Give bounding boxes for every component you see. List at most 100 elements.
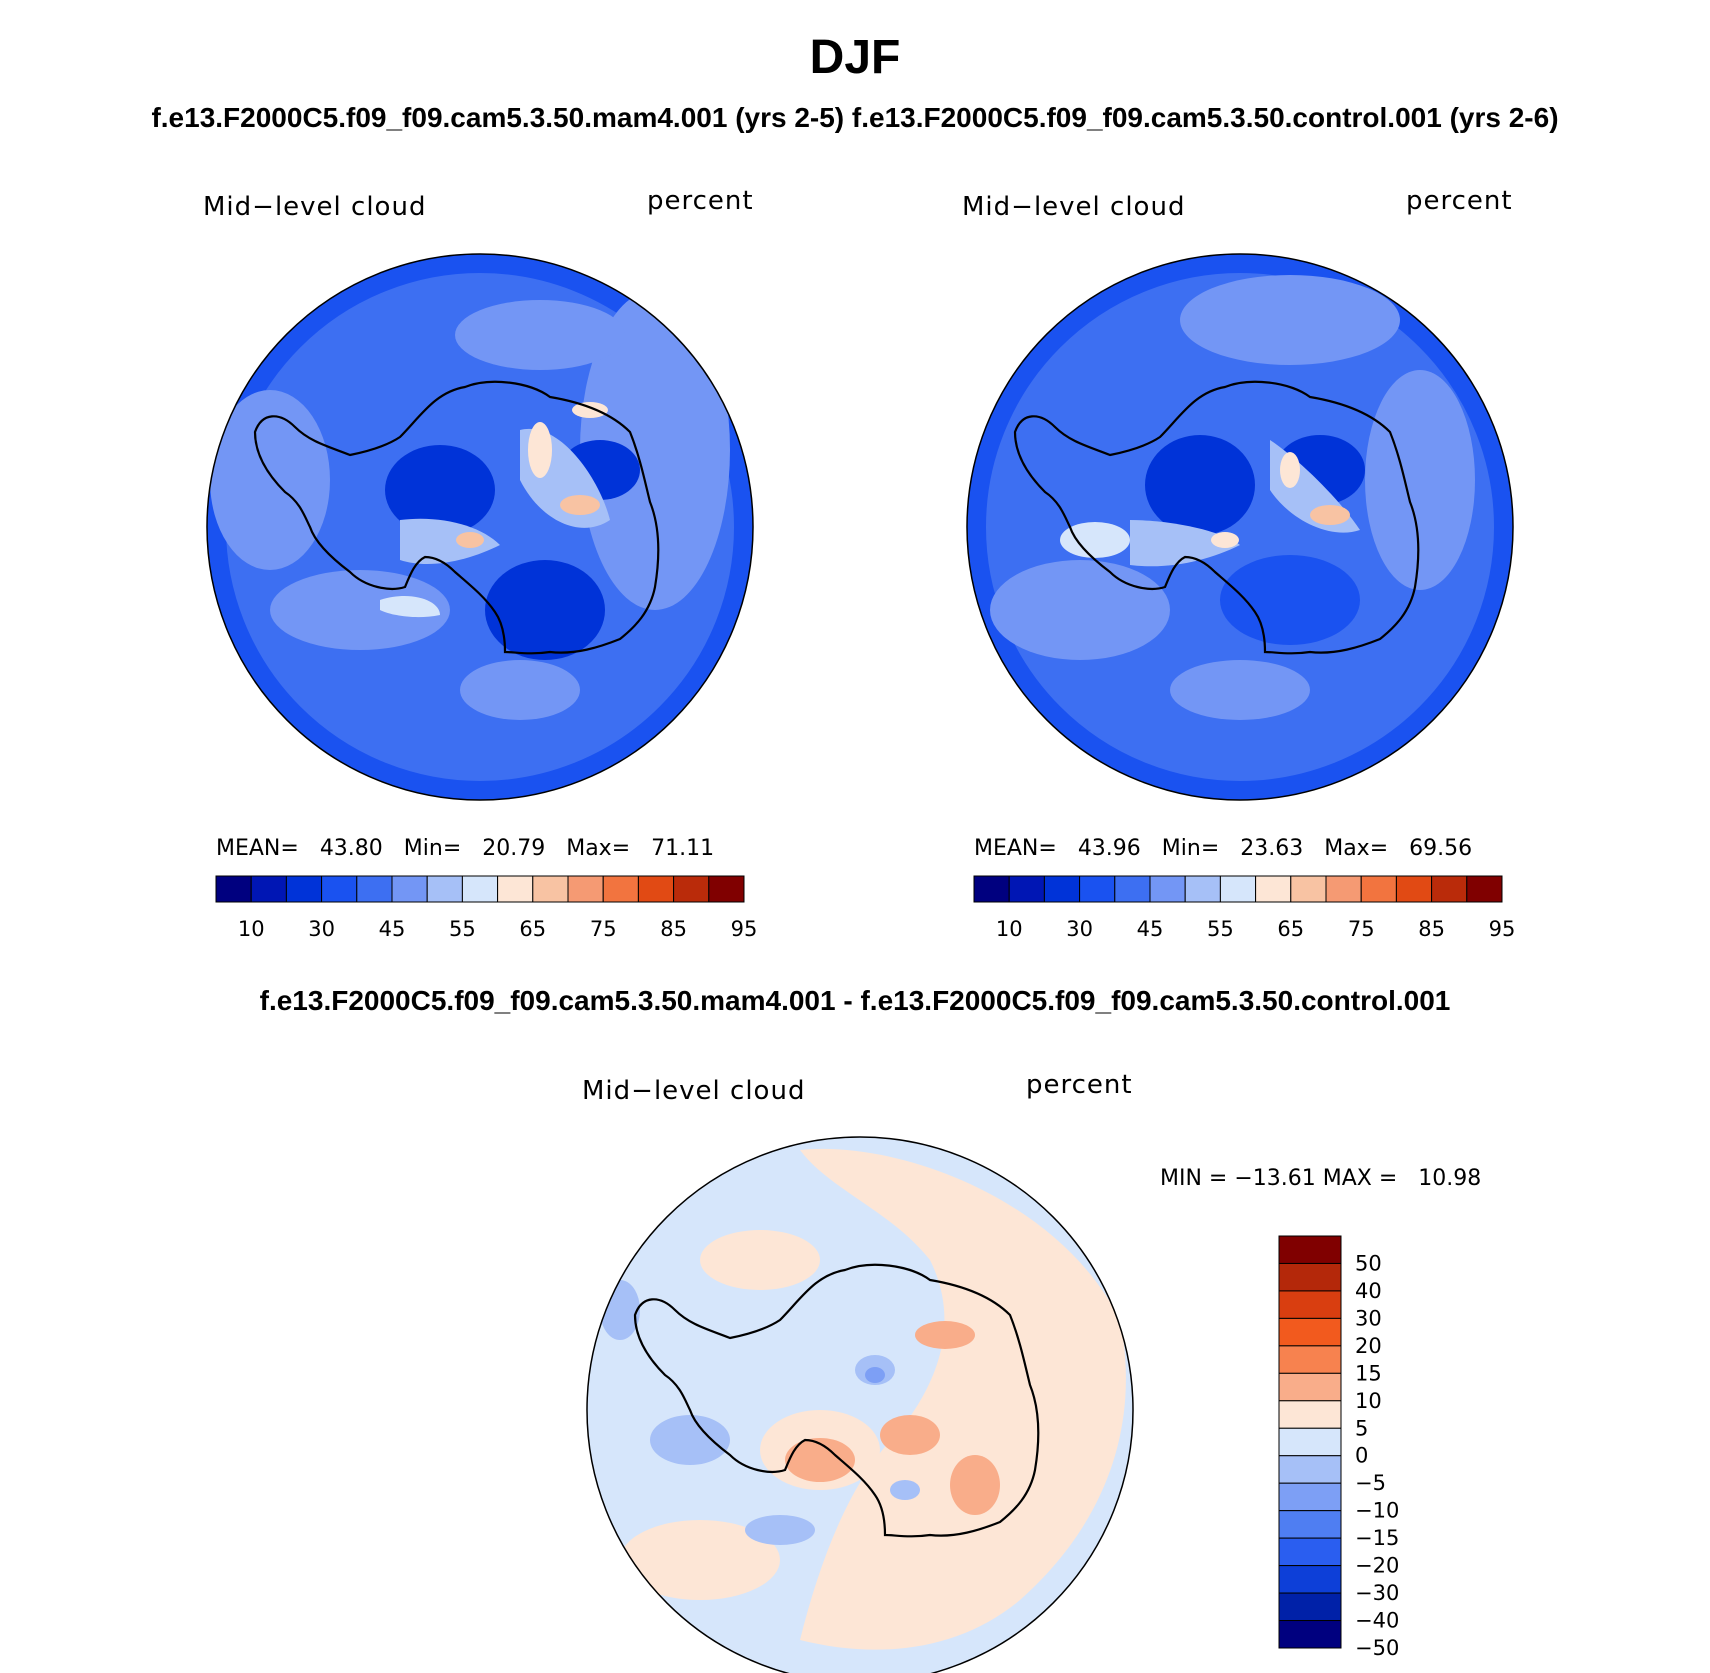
panel2-colorbar-box xyxy=(1149,875,1186,903)
panel2-max-3 xyxy=(1280,452,1300,488)
panel1-colorbar-box xyxy=(321,875,358,903)
panel1-sw-ocean-patch xyxy=(270,570,450,650)
panel1-colorbar-box xyxy=(637,875,675,903)
panel3-colorbar-tick-label: −50 xyxy=(1355,1636,1399,1660)
panel3-positive-max-1 xyxy=(785,1438,855,1482)
panel2-colorbar-box xyxy=(1079,875,1116,903)
panel1-variable-label: Mid−level cloud xyxy=(203,192,427,222)
panel3-colorbar-tick-label: −5 xyxy=(1355,1471,1386,1495)
panel2-peninsula-high xyxy=(1130,520,1240,567)
panel2-colorbar-tick-label: 65 xyxy=(1277,917,1304,941)
panel2-plateau-low-3 xyxy=(1220,555,1360,645)
panel2-north-ocean-band xyxy=(1180,275,1400,365)
panel2-colorbar-box xyxy=(1466,875,1503,903)
panel2-colorbar-box xyxy=(1290,875,1327,903)
panel1-colorbar-tick-label: 45 xyxy=(379,917,406,941)
figure-title: DJF xyxy=(809,31,901,84)
panel2-sw-ocean-band xyxy=(990,560,1170,660)
panel2-variable-label: Mid−level cloud xyxy=(962,192,1186,222)
panel1-colorbar: 10 30 45 55 65 75 85 95 xyxy=(215,875,758,941)
panel3-colorbar-tick-label: −20 xyxy=(1355,1554,1399,1578)
panel2-colorbar: 10 30 45 55 65 75 85 95 xyxy=(973,875,1516,941)
panel3-negative-4 xyxy=(890,1480,920,1500)
panel3-colorbar-tick-label: 30 xyxy=(1355,1306,1382,1330)
panel3-map xyxy=(587,1137,1133,1673)
panel1-units-label: percent xyxy=(647,186,754,216)
panel2-colorbar-tick-label: 85 xyxy=(1418,917,1445,941)
panel3-stats: MIN = −13.61 MAX = 10.98 xyxy=(1160,1166,1482,1191)
panel1-colorbar-tick-label: 75 xyxy=(590,917,617,941)
panel3-colorbar-box xyxy=(1278,1565,1342,1594)
panel1-north-ocean-patch xyxy=(455,300,625,370)
panel1-colorbar-box xyxy=(708,875,745,903)
panel2-colorbar-box xyxy=(1325,875,1362,903)
panel3-colorbar-tick-label: 20 xyxy=(1355,1334,1382,1358)
panel3-colorbar-tick-label: 5 xyxy=(1355,1416,1368,1440)
panel3-variable-label: Mid−level cloud xyxy=(582,1076,806,1106)
panel3-map-border xyxy=(586,1136,1134,1673)
panel1-colorbar-box xyxy=(426,875,463,903)
panel2-colorbar-box xyxy=(1255,875,1292,903)
panel2-colorbar-box xyxy=(1008,875,1045,903)
panel1-plateau-low-2 xyxy=(485,560,605,660)
panel1-colorbar-box xyxy=(497,875,534,903)
panel2-east-ocean-band xyxy=(1365,370,1475,590)
panel3-positive-max-3 xyxy=(950,1455,1000,1515)
panel3-colorbar-box xyxy=(1278,1235,1342,1264)
panel2-colorbar-tick-label: 45 xyxy=(1137,917,1164,941)
panel1-colorbar-tick-label: 95 xyxy=(731,917,758,941)
panel1-colorbar-box xyxy=(391,875,428,903)
panel2-coast-high xyxy=(1060,522,1130,558)
panel2-map-border xyxy=(966,253,1514,801)
panel3-colorbar-tick-label: −15 xyxy=(1355,1526,1399,1550)
panel3-colorbar-box xyxy=(1278,1400,1342,1429)
figure-subtitle: f.e13.F2000C5.f09_f09.cam5.3.50.mam4.001… xyxy=(151,102,1559,133)
panel1-map-border xyxy=(206,253,754,801)
panel3-colorbar-box xyxy=(1278,1317,1342,1347)
panel2-colorbar-box xyxy=(1043,875,1081,903)
panel1-max-2 xyxy=(560,495,600,515)
panel1-colorbar-box xyxy=(567,875,604,903)
panel1-west-ocean-band xyxy=(210,390,330,570)
panel3-negative-3 xyxy=(745,1515,815,1545)
panel1-max-3 xyxy=(456,532,484,548)
panel3-colorbar-box xyxy=(1278,1537,1342,1567)
panel2-colorbar-box xyxy=(973,875,1010,903)
panel1-peninsula-high xyxy=(400,518,500,565)
panel1-plateau-low-1 xyxy=(385,445,495,535)
panel1-max-4 xyxy=(572,402,608,418)
panel3-colorbar-tick-label: 10 xyxy=(1355,1389,1382,1413)
panel3-colorbar-tick-label: −40 xyxy=(1355,1609,1399,1633)
panel2-colorbar-tick-label: 30 xyxy=(1066,917,1093,941)
panel3-positive-east xyxy=(800,1148,1126,1650)
panel2-colorbar-box xyxy=(1184,875,1221,903)
panel1-colorbar-box xyxy=(602,875,639,903)
panel3-colorbar-box xyxy=(1278,1345,1342,1374)
panel1-colorbar-box xyxy=(215,875,252,903)
panel3-colorbar-box xyxy=(1278,1427,1342,1457)
panel2-colorbar-tick-label: 75 xyxy=(1348,917,1375,941)
panel1-colorbar-box xyxy=(673,875,710,903)
panel3-colorbar-box xyxy=(1278,1372,1342,1402)
panel3-positive-south xyxy=(620,1520,780,1600)
panel2-stats: MEAN= 43.96 Min= 23.63 Max= 69.56 xyxy=(974,836,1473,861)
panel3-colorbar-box xyxy=(1278,1510,1342,1539)
difference-title: f.e13.F2000C5.f09_f09.cam5.3.50.mam4.001… xyxy=(259,985,1451,1016)
panel2-units-label: percent xyxy=(1406,186,1513,216)
panel1-colorbar-box xyxy=(356,875,393,903)
panel3-colorbar-tick-label: 15 xyxy=(1355,1361,1382,1385)
panel1-coast-high xyxy=(380,595,440,618)
panel2-colorbar-tick-label: 95 xyxy=(1489,917,1516,941)
panel1-map xyxy=(207,254,753,800)
panel3-colorbar-box xyxy=(1278,1482,1342,1512)
panel3-colorbar-tick-label: −30 xyxy=(1355,1581,1399,1605)
panel3-colorbar-tick-label: 0 xyxy=(1355,1444,1368,1468)
panel3-colorbar-tick-label: −10 xyxy=(1355,1499,1399,1523)
panel2-map xyxy=(967,254,1513,800)
panel3-units-label: percent xyxy=(1026,1070,1133,1100)
panel1-stats: MEAN= 43.80 Min= 20.79 Max= 71.11 xyxy=(216,836,715,861)
panel1-colorbar-tick-label: 10 xyxy=(238,917,265,941)
panel3-colorbar-box xyxy=(1278,1620,1342,1649)
panel2-colorbar-box xyxy=(1360,875,1397,903)
panel3-negative-min xyxy=(865,1367,885,1383)
